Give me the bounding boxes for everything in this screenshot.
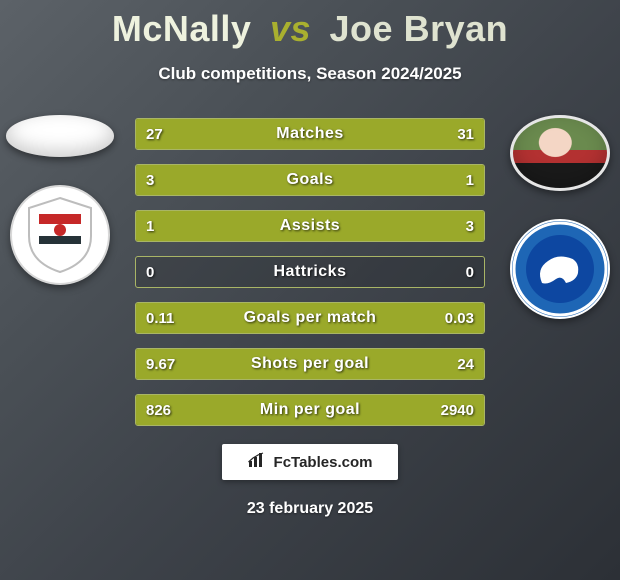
- stat-row: Goals per match0.11 0.03: [135, 302, 485, 334]
- stat-value-left: 826: [136, 395, 181, 425]
- stat-value-right: 2940: [431, 395, 484, 425]
- stat-label: Shots per goal: [136, 349, 484, 379]
- player1-crest: [10, 185, 110, 285]
- stat-value-right: 31: [447, 119, 484, 149]
- shield-icon: [25, 196, 95, 274]
- stat-row: Hattricks0 0: [135, 256, 485, 288]
- player2-name: Joe Bryan: [330, 8, 509, 49]
- stat-value-left: 9.67: [136, 349, 185, 379]
- stat-value-left: 1: [136, 211, 164, 241]
- stat-value-right: 24: [447, 349, 484, 379]
- chart-bar-icon: [248, 452, 266, 472]
- stat-value-left: 27: [136, 119, 173, 149]
- date-label: 23 february 2025: [0, 500, 620, 518]
- stat-label: Hattricks: [136, 257, 484, 287]
- left-column: [0, 115, 120, 285]
- stat-label: Goals: [136, 165, 484, 195]
- player1-name: McNally: [112, 8, 252, 49]
- stat-value-left: 3: [136, 165, 164, 195]
- player2-photo: [510, 115, 610, 191]
- stats-list: Matches2731Goals31Assists13Hattricks00Go…: [135, 118, 485, 426]
- stat-label: Matches: [136, 119, 484, 149]
- stat-value-right: 1: [456, 165, 484, 195]
- stat-value-right: 3: [456, 211, 484, 241]
- stat-value-right: 0: [456, 257, 484, 287]
- stat-value-left: 0: [136, 257, 164, 287]
- page-title: McNally vs Joe Bryan: [0, 0, 620, 50]
- brand-logo: FcTables.com: [222, 444, 398, 480]
- stat-row: Min per goal8262940: [135, 394, 485, 426]
- comparison-card: McNally vs Joe Bryan Club competitions, …: [0, 0, 620, 580]
- stat-row: Goals3 1: [135, 164, 485, 196]
- player1-photo: [6, 115, 114, 157]
- stat-row: Shots per goal9.67 24: [135, 348, 485, 380]
- subtitle: Club competitions, Season 2024/2025: [0, 64, 620, 84]
- vs-label: vs: [270, 8, 311, 49]
- club-badge-icon: [512, 221, 608, 317]
- stat-label: Assists: [136, 211, 484, 241]
- player2-crest: [510, 219, 610, 319]
- stat-label: Goals per match: [136, 303, 484, 333]
- stat-value-left: 0.11: [136, 303, 184, 333]
- stat-value-right: 0.03: [435, 303, 484, 333]
- stat-row: Matches27 31: [135, 118, 485, 150]
- right-column: [500, 115, 620, 319]
- stat-row: Assists1 3: [135, 210, 485, 242]
- brand-text: FcTables.com: [274, 454, 373, 471]
